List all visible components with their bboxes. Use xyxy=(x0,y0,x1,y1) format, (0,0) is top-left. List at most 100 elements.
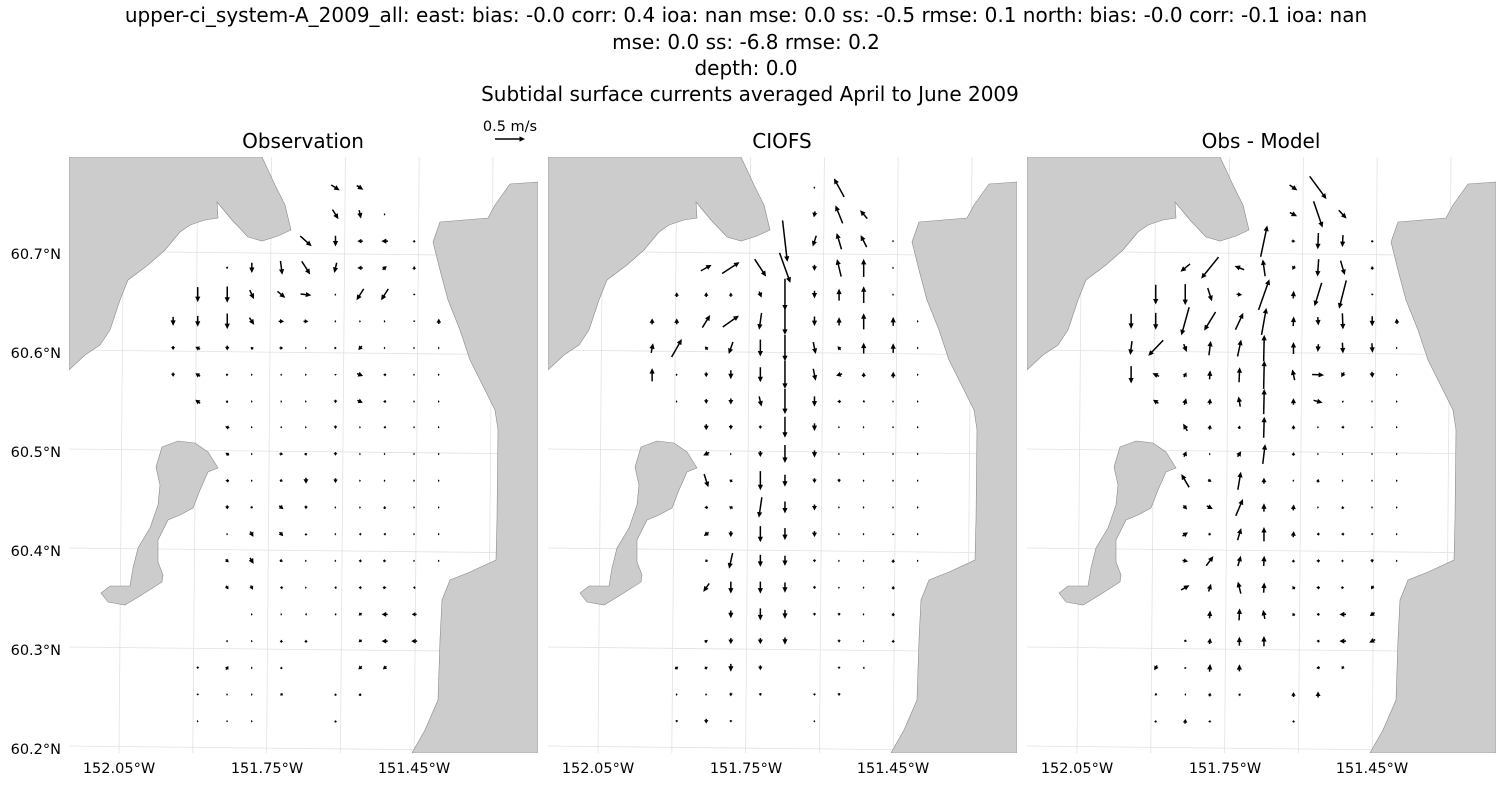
current-vector-arrow xyxy=(1337,280,1348,309)
current-vector-arrow xyxy=(728,610,734,619)
current-vector-arrow xyxy=(304,639,308,643)
current-vector-arrow xyxy=(675,373,678,377)
current-vector-arrow xyxy=(358,638,363,643)
current-vector-arrow xyxy=(757,608,763,621)
current-vector-arrow xyxy=(171,372,176,377)
current-vector-arrow xyxy=(728,292,733,297)
current-vector-arrow xyxy=(837,478,841,483)
current-vector-arrow xyxy=(1316,639,1320,643)
current-vector-arrow xyxy=(1180,585,1190,591)
current-vector-arrow xyxy=(812,341,818,355)
current-vector-arrow xyxy=(279,478,283,483)
current-vector-arrow xyxy=(358,612,363,616)
current-vector-arrow xyxy=(812,211,818,218)
current-vector-arrow xyxy=(1182,532,1188,538)
meridian-gridline xyxy=(340,157,346,753)
current-vector-arrow xyxy=(729,720,733,723)
current-vector-arrow xyxy=(1236,396,1242,407)
current-vector-arrow xyxy=(359,479,361,483)
current-vector-arrow xyxy=(225,400,229,404)
current-vector-arrow xyxy=(729,506,733,510)
current-vector-arrow xyxy=(248,317,255,325)
current-vector-arrow xyxy=(1341,371,1346,378)
current-vector-arrow xyxy=(1291,452,1296,456)
current-vector-arrow xyxy=(357,210,363,219)
lat-tick: 60.7°N xyxy=(11,247,61,263)
longitude-axis-obs-minus-model: 152.05°W 151.75°W 151.45°W xyxy=(1041,761,1408,777)
current-vector-arrow xyxy=(1261,477,1267,484)
panel-observation: Observation xyxy=(69,129,538,753)
current-vector-arrow xyxy=(1340,342,1346,354)
current-vector-arrow xyxy=(1182,284,1188,306)
current-vector-arrow xyxy=(1261,526,1267,542)
current-vector-arrow xyxy=(382,585,387,590)
current-vector-arrow xyxy=(861,342,867,354)
current-vector-arrow xyxy=(1237,425,1242,430)
current-vector-arrow xyxy=(838,506,840,509)
current-vector-arrow xyxy=(359,506,361,509)
current-vector-arrow xyxy=(334,559,337,563)
current-vector-arrow xyxy=(195,373,201,378)
current-vector-arrow xyxy=(674,318,680,325)
current-vector-arrow xyxy=(1290,504,1296,511)
current-vector-arrow xyxy=(704,666,708,670)
current-vector-arrow xyxy=(356,184,364,190)
current-vector-arrow xyxy=(1261,334,1267,362)
latitude-axis: 60.7°N 60.6°N 60.5°N 60.4°N 60.3°N 60.2°… xyxy=(11,247,61,758)
current-vector-arrow xyxy=(838,532,840,536)
current-vector-arrow xyxy=(224,666,229,671)
current-vector-arrow xyxy=(334,293,337,296)
current-vector-arrow xyxy=(1235,499,1244,517)
current-vector-arrow xyxy=(862,586,865,590)
current-vector-arrow xyxy=(1369,371,1375,378)
current-vector-arrow xyxy=(1371,452,1373,456)
current-vector-arrow xyxy=(1371,425,1373,429)
current-vector-arrow xyxy=(1370,293,1374,296)
current-vector-arrow xyxy=(1316,478,1320,483)
lon-tick: 152.05°W xyxy=(562,761,634,777)
current-vector-arrow xyxy=(1369,611,1376,617)
current-vector-arrow xyxy=(334,506,337,509)
current-vector-arrow xyxy=(891,533,895,536)
current-vector-arrow xyxy=(1209,452,1211,456)
current-vector-arrow xyxy=(1260,307,1268,335)
lon-tick: 151.45°W xyxy=(378,761,450,777)
lon-tick: 151.75°W xyxy=(710,761,782,777)
current-vector-arrow xyxy=(892,400,894,403)
current-vector-arrow xyxy=(1370,266,1375,270)
current-vector-arrow xyxy=(332,235,339,247)
current-vector-arrow xyxy=(1261,635,1267,647)
current-vector-arrow xyxy=(304,453,308,456)
meridian-gridline xyxy=(892,157,899,753)
current-vector-arrow xyxy=(1340,235,1346,248)
current-vector-arrow xyxy=(171,345,176,351)
current-vector-arrow xyxy=(813,186,816,190)
current-vector-arrow xyxy=(890,316,896,326)
meridian-gridline xyxy=(1224,157,1230,753)
current-vector-arrow xyxy=(1315,233,1321,250)
current-vector-arrow xyxy=(1236,581,1242,594)
current-vector-arrow xyxy=(278,318,285,324)
current-vector-arrow xyxy=(728,581,734,594)
current-vector-arrow xyxy=(226,719,229,723)
current-vector-arrow xyxy=(1261,360,1267,389)
current-vector-arrow xyxy=(251,425,253,429)
current-vector-arrow xyxy=(782,501,788,514)
current-vector-arrow xyxy=(1207,610,1213,619)
parallel-gridline xyxy=(1027,349,1496,356)
current-vectors xyxy=(649,178,919,724)
current-vector-arrow xyxy=(333,720,338,723)
current-vector-arrow xyxy=(838,586,840,590)
current-vector-arrow xyxy=(334,346,337,350)
current-vector-arrow xyxy=(862,452,865,456)
current-vector-arrow xyxy=(250,346,254,350)
current-vector-arrow xyxy=(1339,260,1346,276)
current-vector-arrow xyxy=(383,452,386,456)
current-vector-arrow xyxy=(1261,444,1268,464)
figure-title: upper-ci_system-A_2009_all: east: bias: … xyxy=(125,3,1367,106)
current-vector-arrow xyxy=(251,373,253,377)
current-vector-arrow xyxy=(782,278,788,311)
land-polygon xyxy=(1027,157,1250,371)
current-vector-arrow xyxy=(1340,313,1346,330)
current-vector-arrow xyxy=(892,452,894,456)
